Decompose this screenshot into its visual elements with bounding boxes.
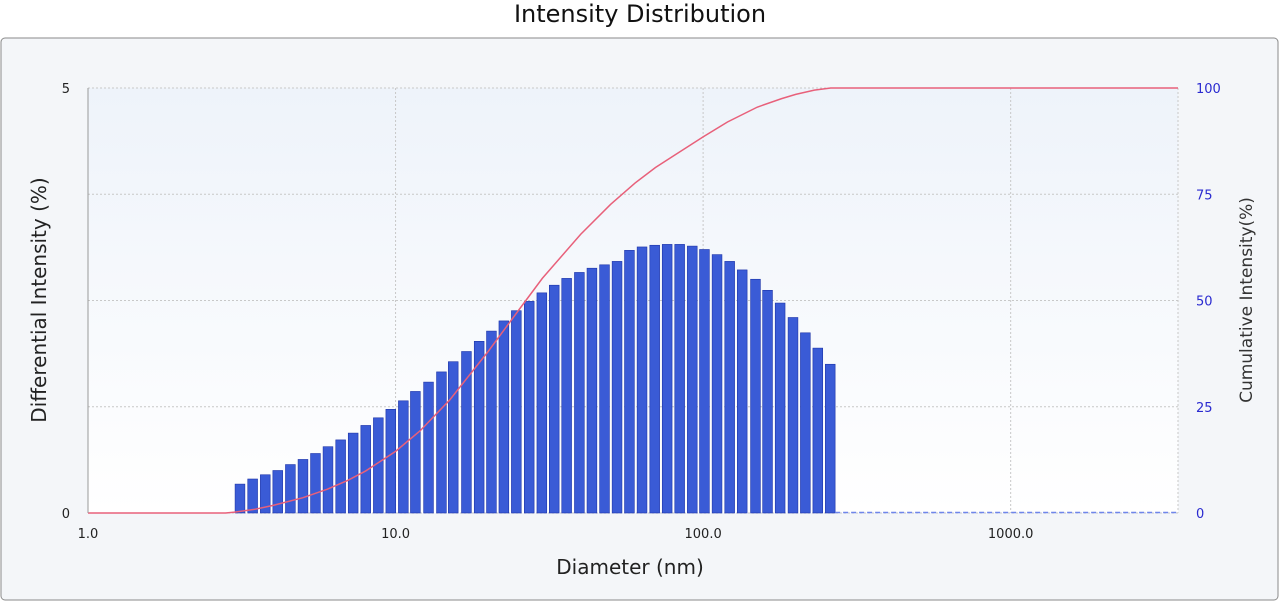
differential-intensity-bars — [234, 244, 1178, 514]
intensity-bar — [586, 267, 598, 514]
intensity-bar — [762, 289, 773, 514]
intensity-bar — [398, 400, 409, 514]
intensity-bar — [649, 244, 660, 514]
right-y-tick-label: 75 — [1196, 188, 1213, 203]
intensity-bar — [624, 250, 635, 514]
intensity-bar — [549, 284, 560, 514]
x-tick-label: 10.0 — [381, 527, 410, 542]
intensity-bar — [310, 453, 321, 514]
intensity-bar — [524, 301, 535, 514]
intensity-bar — [737, 269, 748, 514]
left-y-tick-label: 5 — [62, 82, 70, 97]
intensity-bar — [511, 310, 522, 514]
intensity-bar — [473, 340, 485, 514]
intensity-bar — [335, 439, 346, 514]
chart-title: Intensity Distribution — [514, 0, 766, 28]
intensity-bar — [561, 278, 572, 514]
intensity-bar — [787, 317, 799, 514]
intensity-bar — [574, 272, 585, 514]
cumulative-intensity-line — [88, 87, 1178, 514]
intensity-bar — [234, 483, 246, 514]
intensity-bar — [674, 244, 685, 514]
intensity-bar — [611, 261, 623, 514]
intensity-bar — [536, 292, 548, 514]
intensity-bar — [711, 254, 723, 514]
intensity-bar — [461, 351, 472, 514]
intensity-bar — [661, 244, 673, 514]
intensity-bar — [322, 446, 334, 514]
x-tick-label: 100.0 — [685, 527, 722, 542]
intensity-bar — [410, 391, 421, 514]
intensity-bar — [285, 464, 296, 514]
right-y-axis-title: Cumulative Intensity(%) — [1237, 197, 1257, 403]
left-y-tick-label: 0 — [62, 507, 70, 522]
intensity-bar — [636, 246, 648, 514]
right-y-tick-label: 100 — [1196, 82, 1221, 97]
intensity-bar — [360, 425, 371, 514]
intensity-bar — [687, 245, 698, 514]
intensity-bar — [260, 474, 271, 514]
right-y-tick-label: 0 — [1196, 507, 1204, 522]
intensity-bar — [448, 361, 459, 514]
intensity-bar — [436, 371, 447, 514]
intensity-bar — [800, 332, 811, 514]
right-y-tick-label: 25 — [1196, 401, 1213, 416]
intensity-bar — [385, 408, 396, 514]
intensity-bar — [297, 459, 309, 514]
cumulative-intensity-line-group — [88, 87, 1178, 514]
x-tick-label: 1.0 — [78, 527, 99, 542]
x-tick-label: 1000.0 — [988, 527, 1034, 542]
intensity-bar — [486, 330, 497, 514]
intensity-bar — [498, 320, 510, 514]
intensity-bar — [347, 432, 359, 514]
intensity-bar — [750, 278, 761, 514]
intensity-bar — [699, 249, 710, 514]
intensity-bar — [423, 381, 434, 514]
x-axis-title: Diameter (nm) — [556, 555, 704, 579]
intensity-bar — [774, 302, 786, 514]
intensity-bar — [599, 264, 610, 514]
intensity-bar — [825, 363, 836, 514]
intensity-bar — [247, 478, 258, 514]
right-y-tick-label: 50 — [1196, 295, 1213, 310]
left-y-axis-title: Differential Intensity (%) — [27, 177, 51, 422]
intensity-bar — [812, 347, 824, 514]
intensity-bar — [724, 261, 735, 514]
intensity-bar — [272, 470, 283, 514]
